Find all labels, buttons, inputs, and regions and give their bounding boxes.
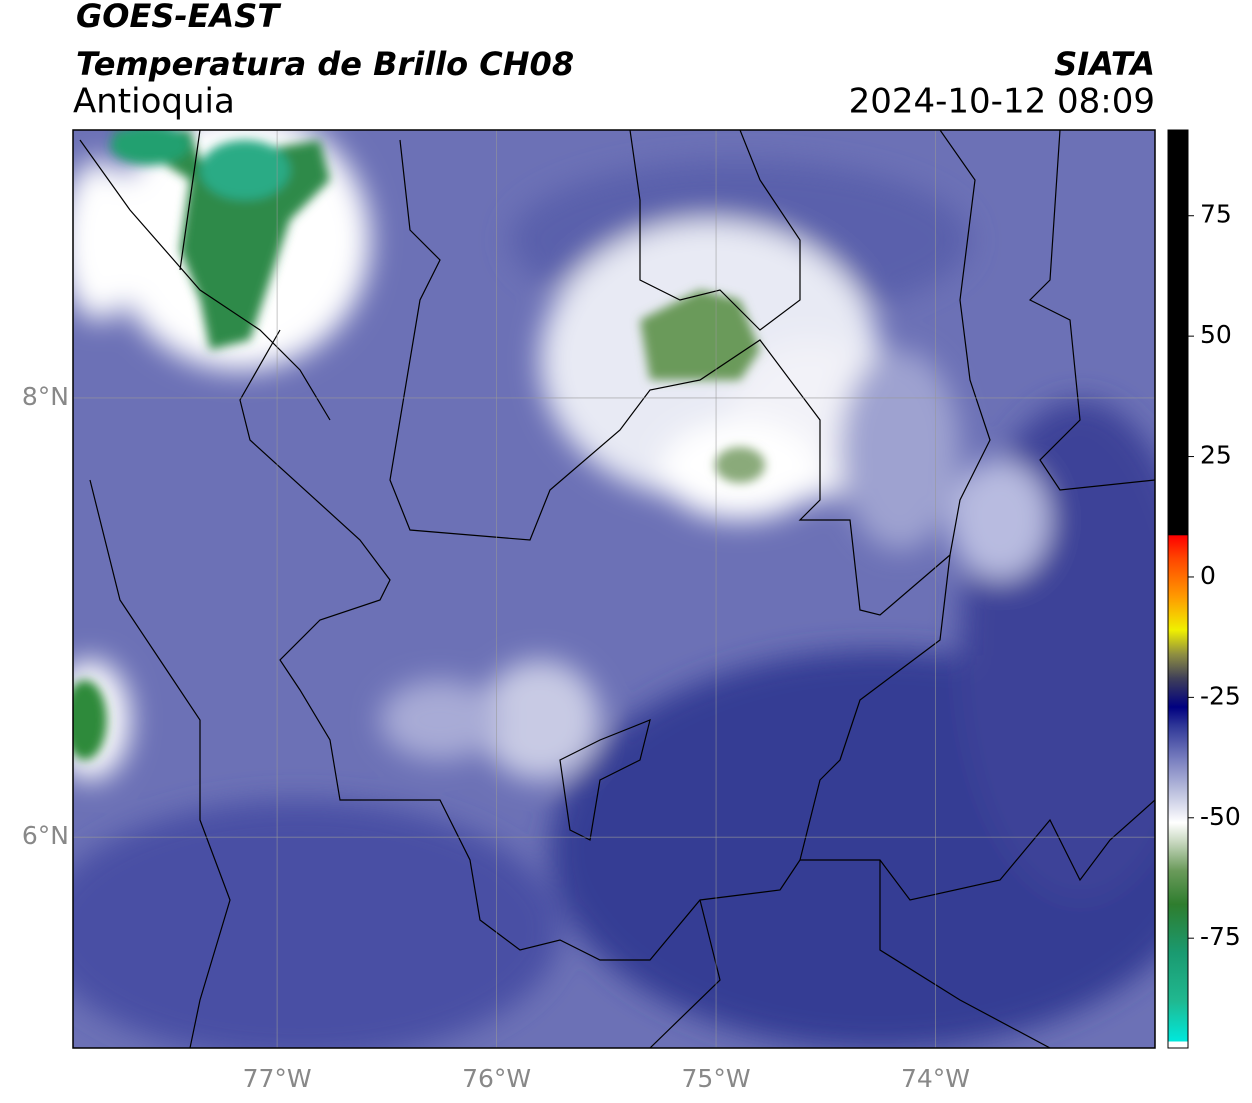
colorbar-tick-label: 0 bbox=[1200, 561, 1216, 590]
x-tick-label: 74°W bbox=[901, 1064, 970, 1093]
colorbar-tick-label: -75 bbox=[1200, 922, 1241, 951]
y-tick-label: 8°N bbox=[22, 382, 69, 411]
imagery bbox=[73, 130, 1155, 1048]
colorbar bbox=[1167, 129, 1189, 1049]
x-tick-label: 77°W bbox=[243, 1064, 312, 1093]
datetime-label: 2024-10-12 08:09 bbox=[849, 82, 1155, 122]
satellite-title: GOES-EAST bbox=[76, 0, 281, 35]
product-title: Temperatura de Brillo CH08 bbox=[76, 45, 574, 83]
colorbar-tick-label: 50 bbox=[1200, 320, 1232, 349]
colorbar-tick-label: -50 bbox=[1200, 802, 1241, 831]
x-tick-label: 76°W bbox=[462, 1064, 531, 1093]
y-tick-label: 6°N bbox=[22, 821, 69, 850]
x-tick-label: 75°W bbox=[682, 1064, 751, 1093]
colorbar-tick-label: 75 bbox=[1200, 200, 1232, 229]
graticule bbox=[73, 130, 1155, 1048]
region-label: Antioquia bbox=[73, 82, 235, 122]
colorbar-tick-label: -25 bbox=[1200, 681, 1241, 710]
colorbar-tick-label: 25 bbox=[1200, 441, 1232, 470]
source-label: SIATA bbox=[1054, 45, 1155, 83]
map-frame bbox=[72, 129, 1156, 1049]
